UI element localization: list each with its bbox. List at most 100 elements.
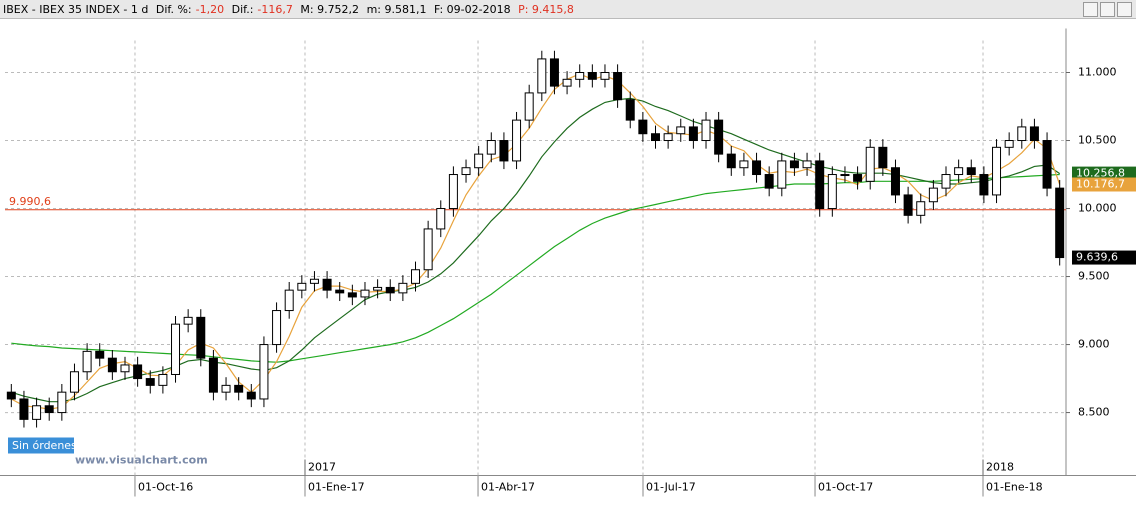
maximize-button[interactable] xyxy=(1100,2,1115,17)
candle-body xyxy=(436,208,446,230)
candle-body xyxy=(398,282,408,294)
candle-body xyxy=(701,119,711,142)
x-tick-label: 01-Oct-16 xyxy=(138,481,193,494)
dif: -116,7 xyxy=(257,3,293,16)
candle-body xyxy=(183,316,193,325)
candle-body xyxy=(941,174,951,189)
candle-body xyxy=(764,174,774,189)
value-box xyxy=(1072,250,1136,265)
candle-body xyxy=(32,405,42,420)
candle-body xyxy=(1017,126,1027,142)
y-tick-label: 8.500 xyxy=(1078,406,1110,419)
candle-body xyxy=(650,133,660,142)
candle-body xyxy=(1004,140,1014,148)
candle-body xyxy=(562,78,572,87)
price: P: 9.415,8 xyxy=(518,3,574,16)
status-text: Sin órdenes xyxy=(12,439,77,452)
candle-body xyxy=(903,194,913,216)
candle-body xyxy=(1029,126,1039,142)
candle-body xyxy=(82,350,92,373)
candle-body xyxy=(6,391,16,400)
x-tick-label: 01-Ene-18 xyxy=(986,481,1043,494)
moving-average xyxy=(11,97,1061,403)
candle-body xyxy=(423,228,433,271)
candle-body xyxy=(827,174,837,210)
close-button[interactable] xyxy=(1117,2,1132,17)
candle-body xyxy=(120,364,130,373)
candle-body xyxy=(246,391,256,400)
candle-body xyxy=(461,167,471,176)
candle-body xyxy=(676,126,686,135)
candle-body xyxy=(587,72,597,80)
reference-label: 9.990,6 xyxy=(9,195,51,208)
candle-body xyxy=(171,323,181,375)
candle-body xyxy=(107,357,117,373)
candle-body xyxy=(284,289,294,312)
x-tick-label: 01-Abr-17 xyxy=(481,481,535,494)
candle-body xyxy=(739,160,749,169)
candle-body xyxy=(499,140,509,162)
candle-body xyxy=(448,174,458,210)
candle-body xyxy=(752,160,762,176)
y-tick-label: 9.500 xyxy=(1078,270,1110,283)
candle-body xyxy=(234,384,244,393)
year-label: 2018 xyxy=(986,461,1014,474)
candle-body xyxy=(486,140,496,155)
y-tick-label: 11.000 xyxy=(1078,66,1117,79)
candle-body xyxy=(385,286,395,294)
value-box xyxy=(1072,177,1136,192)
candle-body xyxy=(524,92,534,121)
low: m: 9.581,1 xyxy=(366,3,427,16)
candle-body xyxy=(966,167,976,176)
moving-average xyxy=(11,173,1060,363)
candle-body xyxy=(297,282,307,291)
candle-body xyxy=(145,378,155,386)
minimize-button[interactable] xyxy=(1083,2,1098,17)
candle-body xyxy=(625,99,635,121)
candle-body xyxy=(726,153,736,169)
dif-pct-label: Dif. %: xyxy=(155,3,192,16)
candle-body xyxy=(865,146,875,182)
y-tick-label: 10.000 xyxy=(1078,202,1117,215)
candle-body xyxy=(928,187,938,203)
candle-body xyxy=(272,310,282,346)
candle-body xyxy=(347,292,357,298)
year-label: 2017 xyxy=(308,461,336,474)
candle-body xyxy=(600,72,610,80)
candle-body xyxy=(688,126,698,142)
chart: Sin órdenes www.visualchart.com 8.500 9.0… xyxy=(0,28,1136,497)
value-box-label: 10.256,8 xyxy=(1076,167,1125,180)
status-box xyxy=(8,437,74,454)
candle-body xyxy=(638,119,648,135)
candle-body xyxy=(537,58,547,94)
header-bar: IBEX - IBEX 35 INDEX - 1 d Dif. %: -1,20 … xyxy=(0,0,1136,19)
dif-label: Dif.: xyxy=(231,3,254,16)
candle-body xyxy=(1042,140,1052,189)
x-tick-label: 01-Oct-17 xyxy=(818,481,873,494)
candle-body xyxy=(196,316,206,359)
candle-body xyxy=(19,398,29,420)
candle-body xyxy=(309,278,319,284)
high: M: 9.752,2 xyxy=(300,3,360,16)
candle-body xyxy=(44,405,54,414)
candle-body xyxy=(575,72,585,80)
candle-body xyxy=(474,153,484,169)
x-tick-label: 01-Jul-17 xyxy=(646,481,696,494)
moving-average xyxy=(11,73,1061,410)
y-tick-label: 9.000 xyxy=(1078,338,1110,351)
dif-pct: -1,20 xyxy=(195,3,225,16)
candle-body xyxy=(853,174,863,182)
candle-body xyxy=(613,72,623,101)
candle-body xyxy=(411,269,421,284)
candle-body xyxy=(335,289,345,294)
candle-body xyxy=(549,58,559,87)
candle-body xyxy=(158,373,168,386)
value-box xyxy=(1072,166,1136,181)
candle-body xyxy=(815,160,825,210)
candle-body xyxy=(890,167,900,196)
value-box-label: 9.639,6 xyxy=(1076,251,1118,264)
candle-body xyxy=(1055,187,1065,259)
date: F: 09-02-2018 xyxy=(433,3,511,16)
candle-body xyxy=(512,119,522,162)
